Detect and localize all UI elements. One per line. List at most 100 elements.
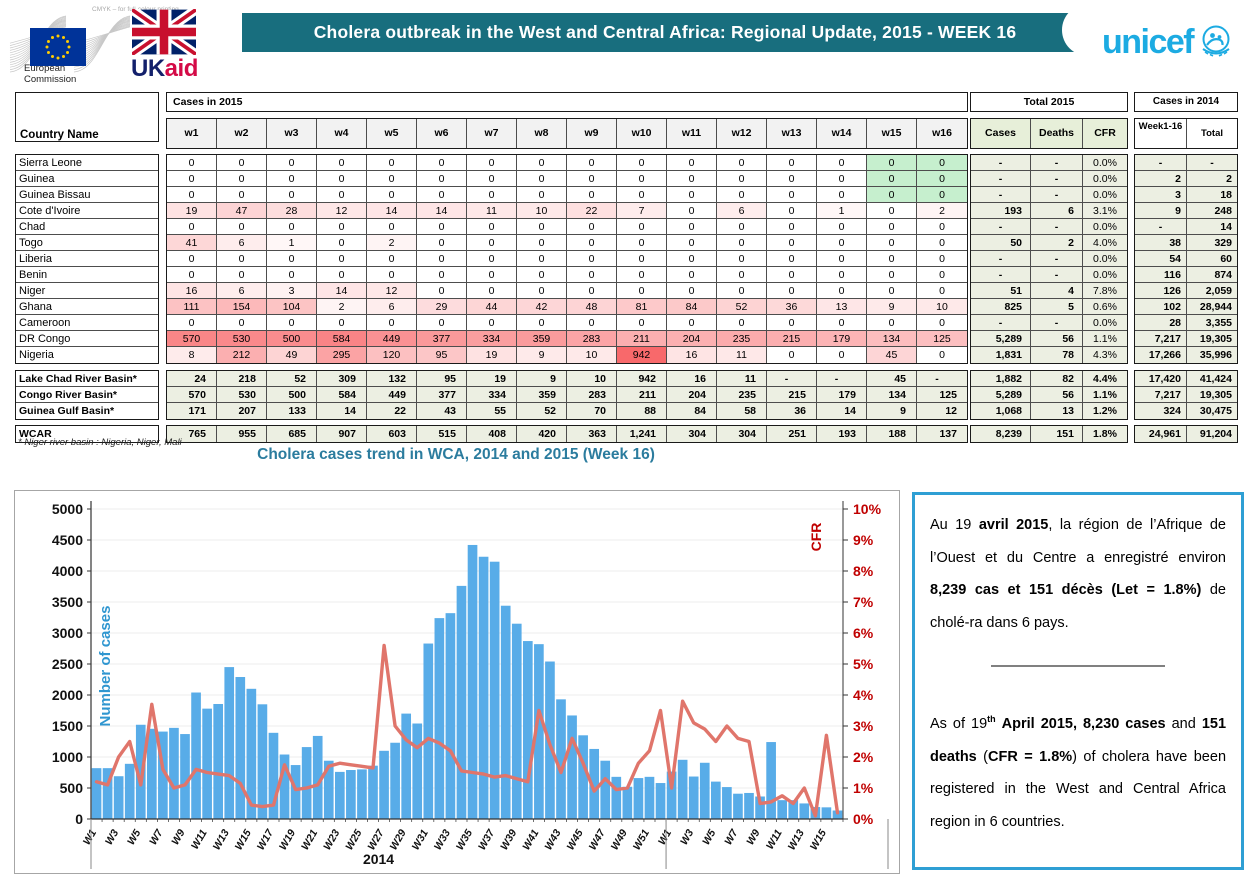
table-cell: 58	[717, 403, 767, 419]
table-cell: 10	[517, 203, 567, 219]
table-cell: w12	[717, 118, 767, 148]
table-cell: w14	[817, 118, 867, 148]
table-cell: 6	[217, 235, 267, 251]
table-cell: 13	[1031, 403, 1083, 419]
table-cell: 154	[217, 299, 267, 315]
table-cell: 0	[217, 171, 267, 187]
case-bar	[301, 747, 312, 819]
table-cell: 0	[417, 283, 467, 299]
table-cell: Cases in 2014	[1152, 96, 1220, 107]
table-cell: 7	[617, 203, 667, 219]
infobox-paragraph: Au 19 avril 2015, la région de l’Afrique…	[930, 517, 1226, 631]
table-cell: 377	[417, 387, 467, 403]
table-cell: 0	[467, 235, 517, 251]
table-cell: 12	[317, 203, 367, 219]
table-cell: 48	[567, 299, 617, 315]
table-cell: w16	[917, 118, 967, 148]
table-cell: 0	[167, 315, 217, 331]
table-cell: 0	[367, 155, 417, 171]
table-cell: 35,996	[1187, 347, 1237, 363]
table-cell: 0	[517, 235, 567, 251]
table-cell: 24	[167, 371, 217, 387]
table-cell: 584	[317, 387, 367, 403]
case-bar	[655, 783, 666, 819]
table-cell: 38	[1135, 235, 1187, 251]
table-cell: Guinea Bissau	[16, 187, 158, 203]
table-cell: 0	[867, 267, 917, 283]
table-cell: -	[971, 267, 1031, 283]
unicef-emblem-icon	[1202, 25, 1230, 57]
svg-text:W49: W49	[609, 827, 630, 852]
table-cell: 10	[567, 371, 617, 387]
table-cell: 0	[817, 235, 867, 251]
svg-text:W7: W7	[722, 826, 741, 847]
svg-text:3000: 3000	[52, 625, 83, 641]
table-cell: 0	[267, 315, 317, 331]
table-cell: 248	[1187, 203, 1237, 219]
svg-text:0: 0	[75, 811, 83, 827]
table-cell: 0	[717, 187, 767, 203]
svg-text:W25: W25	[343, 827, 364, 852]
table-cell: 0	[817, 251, 867, 267]
svg-text:W11: W11	[189, 827, 210, 851]
table-cell: -	[1031, 155, 1083, 171]
table-cell: 304	[667, 426, 717, 442]
table-cell: 111	[167, 299, 217, 315]
table-cell: 0	[367, 267, 417, 283]
infobox-paragraph: As of 19th April 2015, 8,230 cases and 1…	[930, 714, 1227, 830]
table-cell: 10	[917, 299, 967, 315]
case-bar	[102, 768, 113, 819]
table-cell: 0	[667, 187, 717, 203]
table-cell: 16	[667, 371, 717, 387]
table-cell: 49	[267, 347, 317, 363]
table-cell: 955	[217, 426, 267, 442]
case-bar	[666, 771, 677, 819]
table-cell: 0	[317, 251, 367, 267]
case-bar	[633, 778, 644, 819]
table-cell: 449	[367, 387, 417, 403]
table-cell: 4	[1031, 283, 1083, 299]
case-bar	[158, 731, 168, 819]
table-cell: 36	[767, 299, 817, 315]
table-cell: 0	[267, 155, 317, 171]
table-cell: Total 2015	[1023, 96, 1075, 108]
table-cell: 81	[617, 299, 667, 315]
case-bar	[113, 776, 124, 819]
table-cell: 408	[467, 426, 517, 442]
table-cell: 211	[617, 331, 667, 347]
svg-text:0%: 0%	[853, 811, 874, 827]
table-cell: 193	[817, 426, 867, 442]
table-cell: 1.1%	[1083, 331, 1127, 347]
case-bar	[622, 786, 633, 819]
table-cell: 0	[717, 219, 767, 235]
table-cell: 0	[867, 251, 917, 267]
svg-text:W5: W5	[700, 827, 718, 847]
table-cell: 283	[567, 387, 617, 403]
table-cell: 204	[667, 331, 717, 347]
table-cell: Chad	[16, 219, 158, 235]
table-cell: 0	[267, 187, 317, 203]
table-cell: 420	[517, 426, 567, 442]
table-cell: 515	[417, 426, 467, 442]
table-cell: 215	[767, 387, 817, 403]
table-cell: 0	[767, 315, 817, 331]
cases-2014-column-headers: Week1-16 Total	[1134, 117, 1238, 149]
table-cell: 0	[767, 267, 817, 283]
table-cell: -	[971, 155, 1031, 171]
table-cell: 942	[617, 347, 667, 363]
table-cell: 11	[717, 347, 767, 363]
table-cell: 9	[517, 371, 567, 387]
case-bar	[246, 688, 257, 819]
table-cell: 0	[167, 155, 217, 171]
table-cell: 1,068	[971, 403, 1031, 419]
table-cell: Lake Chad River Basin*	[16, 371, 158, 387]
case-bar	[268, 732, 279, 819]
svg-text:W23: W23	[321, 827, 342, 852]
case-bar	[191, 692, 201, 819]
table-cell: 0	[667, 251, 717, 267]
svg-text:W3: W3	[103, 827, 121, 847]
table-cell: 0	[417, 267, 467, 283]
table-cell: 1,831	[971, 347, 1031, 363]
table-cell: 0	[917, 219, 967, 235]
table-cell: 0	[767, 235, 817, 251]
